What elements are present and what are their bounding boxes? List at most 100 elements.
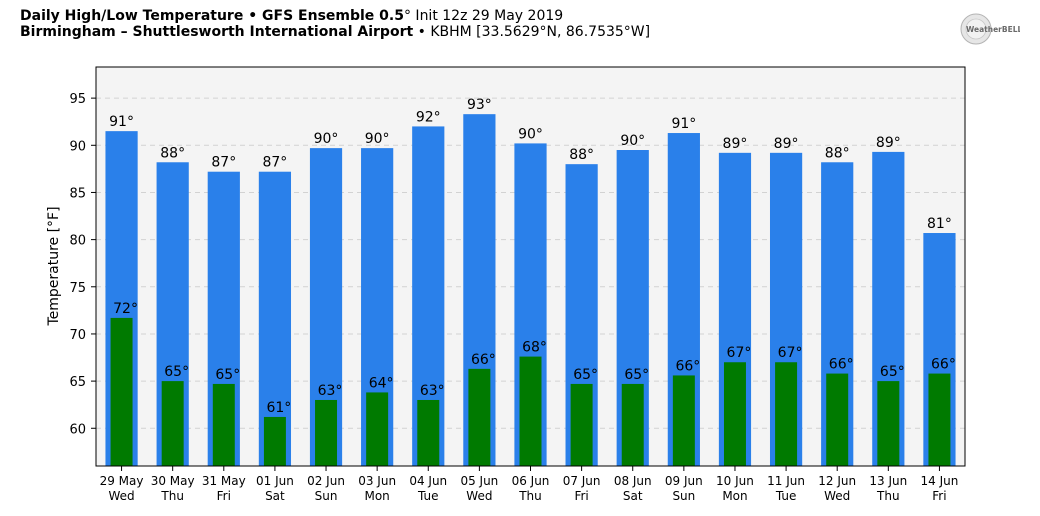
x-tick-weekday: Mon — [722, 489, 747, 503]
x-tick-weekday: Thu — [518, 489, 542, 503]
x-tick-weekday: Fri — [574, 489, 588, 503]
bar-layer — [105, 114, 956, 467]
y-tick-label: 95 — [69, 92, 86, 107]
x-tick-date: 02 Jun — [307, 474, 345, 488]
high-temp-label: 89° — [774, 136, 799, 152]
x-tick-weekday: Mon — [364, 489, 389, 503]
low-temp-bar — [519, 356, 542, 466]
low-temp-bar — [315, 399, 338, 466]
low-temp-bar — [621, 383, 644, 466]
high-temp-label: 89° — [876, 135, 901, 151]
x-tick-date: 31 May — [202, 474, 246, 488]
weatherbell-logo-icon: WeatherBELL — [960, 13, 1020, 45]
low-temp-bar — [263, 416, 286, 466]
x-tick-date: 29 May — [100, 474, 144, 488]
high-temp-label: 88° — [160, 145, 185, 161]
high-temp-label: 90° — [620, 133, 645, 149]
low-temp-bar — [826, 373, 849, 466]
x-tick-date: 12 Jun — [818, 474, 856, 488]
high-temp-label: 88° — [825, 145, 850, 161]
x-tick-date: 30 May — [151, 474, 195, 488]
high-temp-label: 87° — [262, 155, 287, 171]
x-tick-date: 11 Jun — [767, 474, 805, 488]
y-axis-label: Temperature [°F] — [46, 206, 62, 326]
y-tick-label: 90 — [69, 139, 86, 154]
low-temp-label: 61° — [266, 400, 291, 416]
low-temp-bar — [672, 375, 695, 466]
high-temp-label: 90° — [518, 126, 543, 142]
high-temp-label: 90° — [365, 131, 390, 147]
low-temp-label: 63° — [318, 383, 343, 399]
low-temp-bar — [468, 368, 491, 466]
x-tick-weekday: Fri — [932, 489, 946, 503]
x-tick-date: 13 Jun — [869, 474, 907, 488]
x-tick-weekday: Fri — [217, 489, 231, 503]
high-temp-label: 92° — [416, 109, 441, 125]
low-temp-bar — [723, 362, 746, 466]
low-temp-label: 65° — [164, 364, 189, 380]
low-temp-bar — [877, 381, 900, 466]
low-temp-bar — [161, 381, 184, 466]
high-temp-label: 90° — [314, 131, 339, 147]
low-temp-bar — [110, 317, 133, 466]
x-tick-weekday: Sat — [623, 489, 643, 503]
high-temp-label: 87° — [211, 155, 236, 171]
y-tick-label: 60 — [69, 422, 86, 437]
y-tick-label: 65 — [69, 375, 86, 390]
low-temp-label: 68° — [522, 340, 547, 356]
x-tick-weekday: Wed — [466, 489, 492, 503]
low-temp-label: 66° — [931, 357, 956, 373]
low-temp-label: 72° — [113, 301, 138, 317]
low-temp-bar — [775, 362, 798, 466]
x-tick-weekday: Thu — [160, 489, 184, 503]
y-tick-label: 70 — [69, 328, 86, 343]
low-temp-label: 66° — [471, 352, 496, 368]
x-tick-date: 05 Jun — [460, 474, 498, 488]
low-temp-bar — [212, 383, 235, 466]
x-tick-weekday: Sun — [672, 489, 695, 503]
low-temp-label: 65° — [624, 367, 649, 383]
data-label-layer: 91° 72° 88° 65° 87° 65° 87° 61° 90° 63° 90° 64° 92° 6… — [109, 97, 956, 416]
high-temp-label: 93° — [467, 97, 492, 113]
y-tick-label: 80 — [69, 234, 86, 249]
high-temp-label: 89° — [723, 136, 748, 152]
x-tick-weekday: Wed — [824, 489, 850, 503]
low-temp-label: 66° — [829, 357, 854, 373]
low-temp-label: 64° — [369, 375, 394, 391]
y-tick-label: 75 — [69, 281, 86, 296]
low-temp-label: 65° — [573, 367, 598, 383]
x-tick-date: 01 Jun — [256, 474, 294, 488]
x-tick-weekday: Tue — [775, 489, 797, 503]
low-temp-bar — [366, 392, 389, 466]
high-temp-label: 81° — [927, 216, 952, 232]
low-temp-label: 65° — [880, 364, 905, 380]
x-tick-date: 08 Jun — [614, 474, 652, 488]
x-tick-weekday: Thu — [876, 489, 900, 503]
x-tick-weekday: Wed — [108, 489, 134, 503]
y-tick-label: 85 — [69, 186, 86, 201]
x-tick-date: 06 Jun — [512, 474, 550, 488]
plot-frame — [95, 66, 966, 467]
high-temp-label: 91° — [671, 116, 696, 132]
x-tick-date: 10 Jun — [716, 474, 754, 488]
low-temp-label: 66° — [675, 358, 700, 374]
logo-text: WeatherBELL — [966, 25, 1020, 34]
x-tick-date: 04 Jun — [409, 474, 447, 488]
x-tick-date: 09 Jun — [665, 474, 703, 488]
x-tick-date: 14 Jun — [921, 474, 959, 488]
x-tick-weekday: Sat — [265, 489, 285, 503]
x-tick-weekday: Sun — [315, 489, 338, 503]
low-temp-bar — [570, 383, 593, 466]
low-temp-label: 67° — [778, 345, 803, 361]
high-temp-label: 88° — [569, 147, 594, 163]
low-temp-label: 67° — [727, 345, 752, 361]
high-temp-label: 91° — [109, 114, 134, 130]
low-temp-label: 65° — [215, 367, 240, 383]
x-tick-date: 03 Jun — [358, 474, 396, 488]
x-tick-weekday: Tue — [417, 489, 439, 503]
low-temp-bar — [417, 399, 440, 466]
low-temp-label: 63° — [420, 383, 445, 399]
chart-title: Daily High/Low Temperature • GFS Ensembl… — [20, 8, 564, 24]
